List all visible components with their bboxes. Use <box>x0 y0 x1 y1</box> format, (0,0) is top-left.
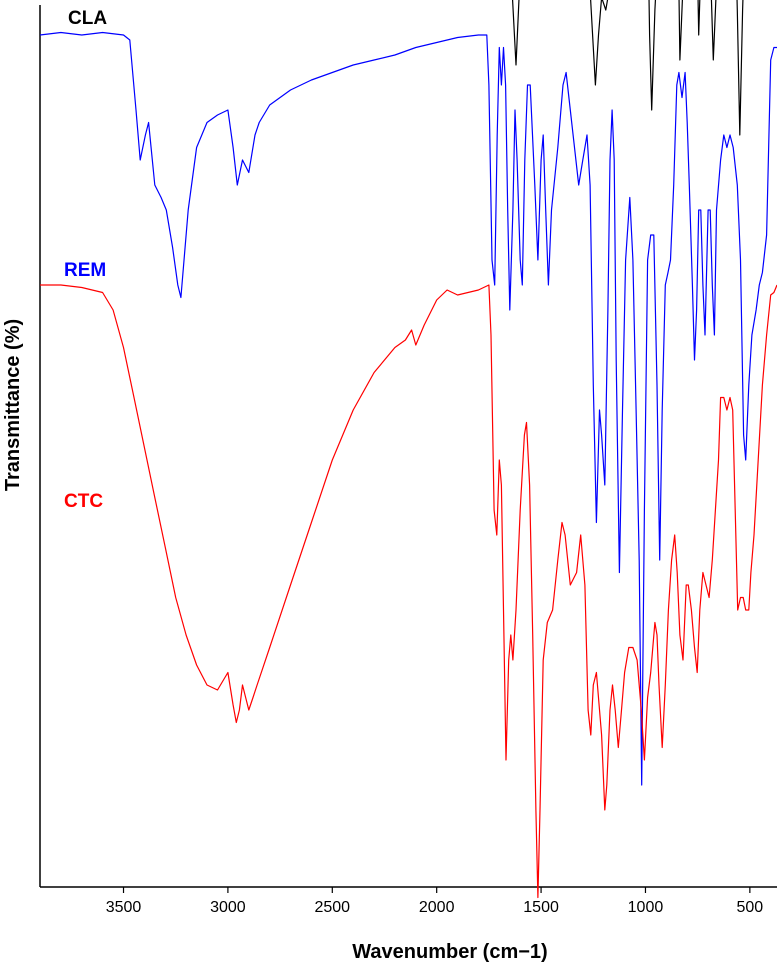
series-line-rem <box>39 31 777 786</box>
y-axis-title: Transmittance (%) <box>2 319 24 491</box>
x-tick-label: 1500 <box>523 899 559 916</box>
series-label-rem: REM <box>64 260 106 281</box>
x-tick-label: 3000 <box>210 899 246 916</box>
plot-area: CLA REM CTC 3500 3000 2500 2000 1500 1000 500 <box>39 0 777 916</box>
series-line-cla <box>511 0 744 136</box>
x-tick-label: 2500 <box>314 899 350 916</box>
x-tick-label: 1000 <box>628 899 664 916</box>
series-labels: CLA REM CTC <box>64 8 107 512</box>
series-label-cla: CLA <box>68 8 107 29</box>
x-tick-label: 3500 <box>106 899 142 916</box>
x-ticks: 3500 3000 2500 2000 1500 1000 500 <box>106 887 764 916</box>
series-line-ctc <box>40 284 777 899</box>
series-label-ctc: CTC <box>64 491 103 512</box>
x-axis-title: Wavenumber (cm−1) <box>352 941 547 963</box>
series-group <box>39 0 777 899</box>
x-tick-label: 500 <box>737 899 764 916</box>
x-tick-label: 2000 <box>419 899 455 916</box>
